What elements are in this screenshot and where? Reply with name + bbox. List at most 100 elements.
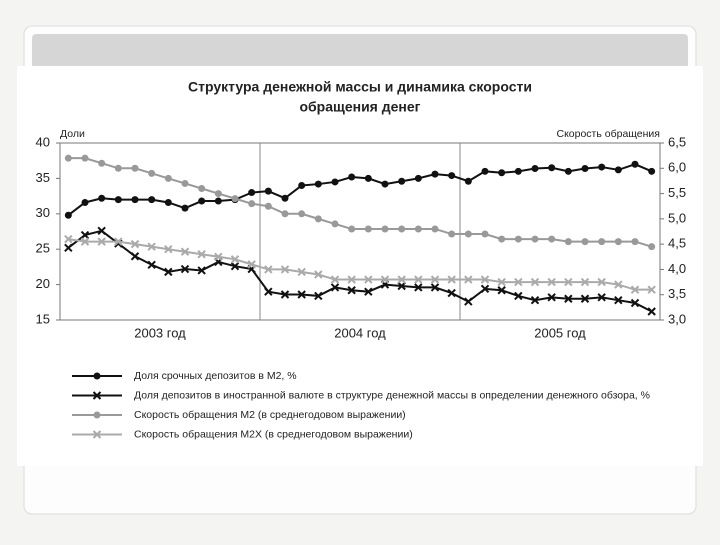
- point: [180, 264, 190, 274]
- point: [298, 181, 306, 189]
- point: [331, 178, 339, 186]
- point: [93, 411, 101, 419]
- point: [481, 167, 489, 175]
- point: [214, 252, 223, 261]
- point: [64, 154, 72, 162]
- point: [147, 260, 156, 269]
- point: [264, 265, 273, 274]
- y-tick-label: 15: [36, 311, 50, 326]
- point: [531, 235, 539, 243]
- legend-label: Доля депозитов в иностранной валюте в ст…: [134, 389, 650, 401]
- point: [430, 275, 440, 284]
- point: [398, 225, 406, 233]
- point: [130, 239, 140, 249]
- point: [93, 372, 101, 380]
- y2-tick-label: 5,0: [668, 210, 686, 225]
- point: [297, 290, 306, 299]
- point: [414, 283, 423, 292]
- point: [164, 174, 172, 182]
- point: [464, 230, 472, 238]
- point: [497, 277, 506, 287]
- y-tick-label: 25: [36, 241, 50, 256]
- y-tick-label: 20: [36, 276, 50, 291]
- point: [480, 275, 490, 284]
- point: [631, 160, 639, 168]
- point: [297, 267, 306, 277]
- point: [630, 298, 640, 308]
- point: [564, 167, 572, 175]
- series-line: [67, 229, 653, 313]
- point: [281, 194, 289, 202]
- point: [364, 174, 372, 182]
- point: [514, 235, 522, 243]
- chart-title: Структура денежной массы и динамика скор…: [188, 79, 532, 95]
- point: [280, 290, 290, 299]
- y2-axis-label: Скорость обращения: [556, 128, 660, 140]
- point: [380, 275, 390, 284]
- point: [98, 194, 106, 202]
- point: [348, 225, 356, 233]
- point: [314, 270, 323, 279]
- point: [92, 430, 102, 439]
- point: [314, 291, 323, 301]
- point: [547, 277, 556, 287]
- point: [180, 247, 190, 256]
- point: [231, 195, 239, 203]
- point: [514, 277, 523, 287]
- point: [197, 250, 206, 259]
- point: [97, 237, 106, 246]
- series-line: [68, 238, 652, 291]
- point: [198, 185, 206, 193]
- point: [164, 198, 172, 206]
- point: [498, 169, 506, 177]
- point: [630, 285, 640, 294]
- point: [430, 283, 440, 292]
- point: [548, 235, 556, 243]
- point: [598, 163, 606, 171]
- point: [414, 225, 422, 233]
- point: [264, 287, 273, 296]
- point: [247, 260, 256, 269]
- point: [597, 277, 606, 287]
- legend-label: Скорость обращения М2Х (в среднегодовом …: [134, 428, 413, 440]
- point: [647, 285, 656, 294]
- y-tick-label: 30: [36, 205, 50, 220]
- point: [614, 280, 623, 289]
- point: [448, 230, 456, 238]
- point: [264, 187, 272, 195]
- point: [281, 210, 289, 218]
- point: [431, 225, 439, 233]
- point: [564, 277, 573, 287]
- point: [347, 275, 356, 284]
- point: [330, 283, 340, 292]
- point: [631, 238, 639, 246]
- point: [314, 215, 322, 223]
- point: [214, 197, 222, 205]
- point: [330, 275, 340, 284]
- point: [514, 167, 522, 175]
- y-tick-label: 35: [36, 170, 50, 185]
- point: [347, 286, 356, 295]
- x-group-label: 2005 год: [534, 325, 586, 340]
- point: [414, 275, 423, 284]
- point: [447, 288, 456, 298]
- point: [447, 275, 456, 284]
- point: [148, 196, 156, 204]
- point: [64, 243, 73, 252]
- point: [531, 164, 539, 172]
- point: [64, 211, 72, 219]
- point: [280, 265, 290, 274]
- point: [464, 297, 473, 306]
- point: [97, 226, 106, 235]
- point: [131, 196, 139, 204]
- point: [648, 243, 656, 251]
- point: [248, 189, 256, 197]
- point: [481, 230, 489, 238]
- point: [331, 220, 339, 228]
- legend-label: Скорость обращения М2 (в среднегодовом в…: [134, 409, 406, 421]
- point: [130, 252, 140, 261]
- point: [92, 391, 102, 400]
- y-axis-label: Доли: [60, 128, 85, 140]
